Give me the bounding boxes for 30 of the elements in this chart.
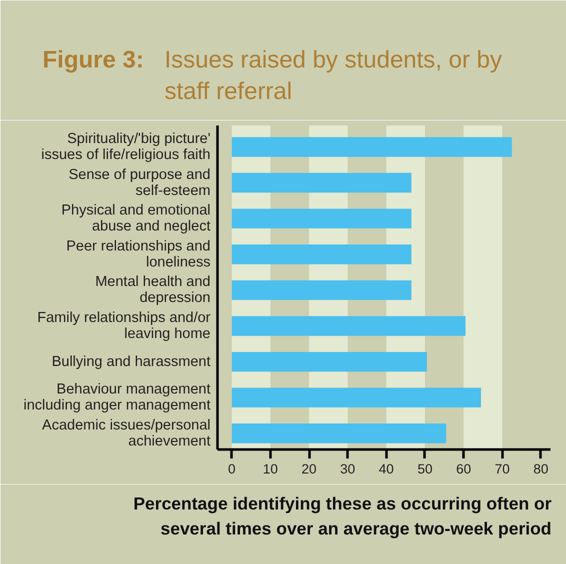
y-tick-label: Mental health and depression — [95, 274, 211, 306]
bar — [232, 316, 466, 336]
chart-subtitle: Issues raised by students, or by staff referral — [164, 46, 502, 106]
x-tick-label: 40 — [378, 462, 394, 476]
y-tick-label: Family relationships and/or leaving home — [37, 310, 211, 342]
y-tick-label: Physical and emotional abuse and neglect — [61, 202, 211, 235]
bar — [232, 352, 427, 372]
y-tick-label: Behaviour management including anger management — [23, 382, 211, 414]
chart-title: Figure 3: — [42, 46, 144, 74]
x-tick-label: 80 — [533, 462, 548, 476]
bar — [232, 137, 512, 157]
bar — [232, 172, 412, 193]
x-tick-label: 60 — [456, 462, 472, 476]
y-tick-label: Bullying and harassment — [52, 354, 211, 370]
x-axis-title: Percentage identifying these as occurring often or several times over an average two-week period — [133, 494, 552, 538]
x-tick-label: 20 — [302, 462, 317, 476]
bar — [232, 244, 412, 264]
bar — [232, 424, 446, 444]
x-tick-label: 50 — [417, 462, 432, 476]
y-tick-label: Academic issues/personal achievement — [42, 417, 211, 450]
x-tick-label: 30 — [340, 462, 356, 476]
bar — [232, 280, 412, 300]
x-tick-label: 10 — [262, 462, 278, 476]
x-tick-label: 0 — [228, 462, 236, 476]
y-tick-label: Sense of purpose and self-esteem — [68, 166, 211, 199]
bar — [232, 388, 481, 408]
x-tick-label: 70 — [494, 462, 510, 476]
bar — [232, 208, 412, 228]
y-tick-label: Spirituality/'big picture' issues of life/religious faith — [41, 130, 211, 163]
y-tick-label: Peer relationships and loneliness — [66, 238, 211, 270]
